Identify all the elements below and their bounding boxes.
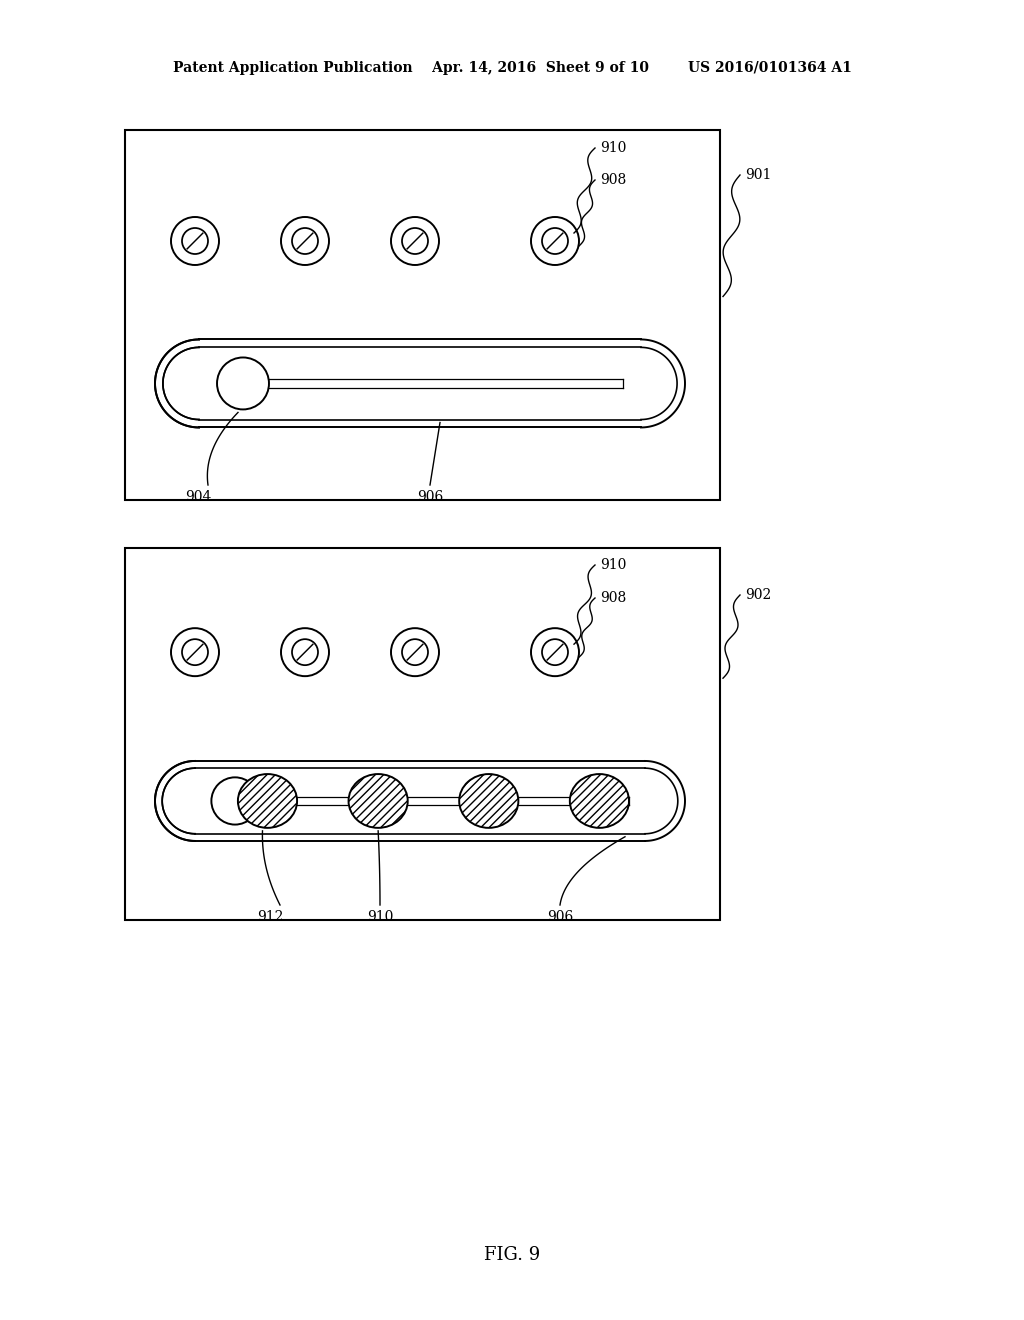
- Circle shape: [542, 639, 568, 665]
- Text: 908: 908: [600, 591, 627, 605]
- Text: 901: 901: [745, 168, 771, 182]
- Text: 910: 910: [600, 558, 627, 572]
- Circle shape: [402, 228, 428, 253]
- Circle shape: [542, 228, 568, 253]
- Circle shape: [182, 228, 208, 253]
- Ellipse shape: [459, 774, 518, 828]
- Ellipse shape: [348, 774, 408, 828]
- Text: 910: 910: [600, 141, 627, 154]
- Bar: [125, 548, 720, 920]
- Text: 908: 908: [600, 173, 627, 187]
- Text: FIG. 9: FIG. 9: [484, 1246, 540, 1265]
- Circle shape: [217, 358, 269, 409]
- Circle shape: [402, 639, 428, 665]
- Bar: [125, 129, 720, 500]
- Circle shape: [292, 639, 318, 665]
- Text: 906: 906: [547, 909, 573, 924]
- Text: 910: 910: [367, 909, 393, 924]
- Circle shape: [292, 228, 318, 253]
- Text: Patent Application Publication    Apr. 14, 2016  Sheet 9 of 10        US 2016/01: Patent Application Publication Apr. 14, …: [173, 61, 851, 75]
- Ellipse shape: [238, 774, 297, 828]
- Text: 904: 904: [184, 490, 211, 504]
- Text: 902: 902: [745, 587, 771, 602]
- Text: 906: 906: [417, 490, 443, 504]
- Circle shape: [182, 639, 208, 665]
- Circle shape: [211, 777, 259, 825]
- Text: 912: 912: [257, 909, 284, 924]
- Ellipse shape: [569, 774, 629, 828]
